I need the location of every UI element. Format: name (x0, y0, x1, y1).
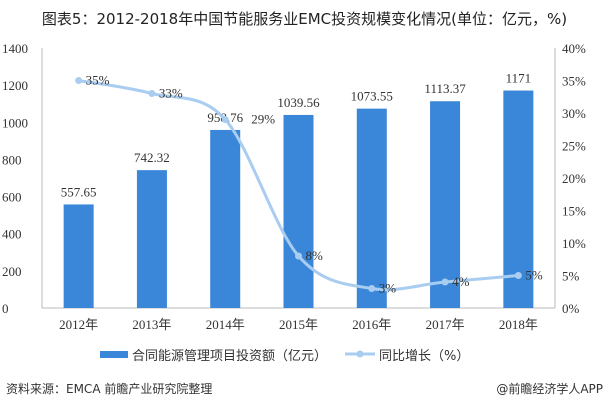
bar-data-label: 742.32 (134, 150, 170, 165)
y-right-tick-label: 0% (562, 301, 580, 316)
bar (356, 108, 387, 308)
x-tick-label: 2018年 (499, 317, 538, 332)
bar (136, 170, 167, 308)
y-left-tick-label: 800 (2, 152, 22, 167)
bar-data-label: 1039.56 (277, 95, 320, 110)
bar-data-label: 1171 (506, 71, 532, 86)
line-point (368, 285, 376, 292)
legend-line-marker (356, 350, 364, 358)
legend-bar-swatch (100, 351, 128, 358)
line-data-label: 33% (159, 86, 183, 101)
legend-line-label: 同比增长（%） (379, 349, 469, 364)
y-left-tick-label: 1200 (2, 78, 28, 93)
bar (210, 129, 241, 308)
y-right-tick-label: 5% (562, 269, 580, 284)
bar-data-label: 1113.37 (424, 81, 466, 96)
line-point (514, 272, 522, 279)
line-data-label: 29% (251, 112, 275, 127)
y-right-tick-label: 15% (562, 204, 586, 219)
y-left-tick-label: 600 (2, 190, 22, 205)
line-data-label: 35% (86, 73, 110, 88)
y-left-tick-label: 0 (2, 301, 9, 316)
bar-data-label: 557.65 (61, 184, 97, 199)
credit-note: @前瞻经济学人APP (496, 382, 603, 396)
line-data-label: 5% (525, 268, 543, 283)
line-data-label: 3% (379, 281, 397, 296)
legend-bar-label: 合同能源管理项目投资额（亿元） (132, 348, 327, 364)
y-left-tick-label: 200 (2, 264, 22, 279)
bar (503, 90, 534, 309)
line-point (75, 77, 83, 84)
y-right-tick-label: 20% (562, 171, 586, 186)
y-right-tick-label: 35% (562, 74, 586, 89)
x-tick-label: 2015年 (279, 317, 318, 332)
bar (283, 114, 314, 308)
line-point (295, 252, 302, 260)
y-right-tick-label: 40% (562, 41, 586, 56)
bar-data-label: 1073.55 (351, 89, 393, 104)
line-data-label: 4% (452, 274, 470, 289)
line-point (441, 278, 449, 286)
x-tick-label: 2016年 (352, 317, 391, 332)
x-tick-label: 2014年 (206, 317, 245, 332)
y-right-tick-label: 10% (562, 236, 586, 251)
source-note: 资料来源：EMCA 前瞻产业研究院整理 (6, 382, 213, 396)
line-point (221, 116, 229, 123)
y-left-tick-label: 400 (2, 227, 22, 242)
y-right-tick-label: 25% (562, 139, 586, 154)
y-left-tick-label: 1400 (2, 41, 28, 56)
x-tick-label: 2013年 (132, 317, 171, 332)
x-tick-label: 2012年 (59, 317, 98, 332)
x-tick-label: 2017年 (426, 317, 465, 332)
y-left-tick-label: 1000 (2, 115, 28, 130)
chart-title: 图表5：2012-2018年中国节能服务业EMC投资规模变化情况(单位：亿元，%… (41, 10, 568, 28)
bar (430, 101, 461, 308)
y-right-tick-label: 30% (562, 106, 586, 121)
line-data-label: 8% (306, 248, 324, 263)
line-point (148, 90, 156, 97)
bar (63, 204, 94, 308)
